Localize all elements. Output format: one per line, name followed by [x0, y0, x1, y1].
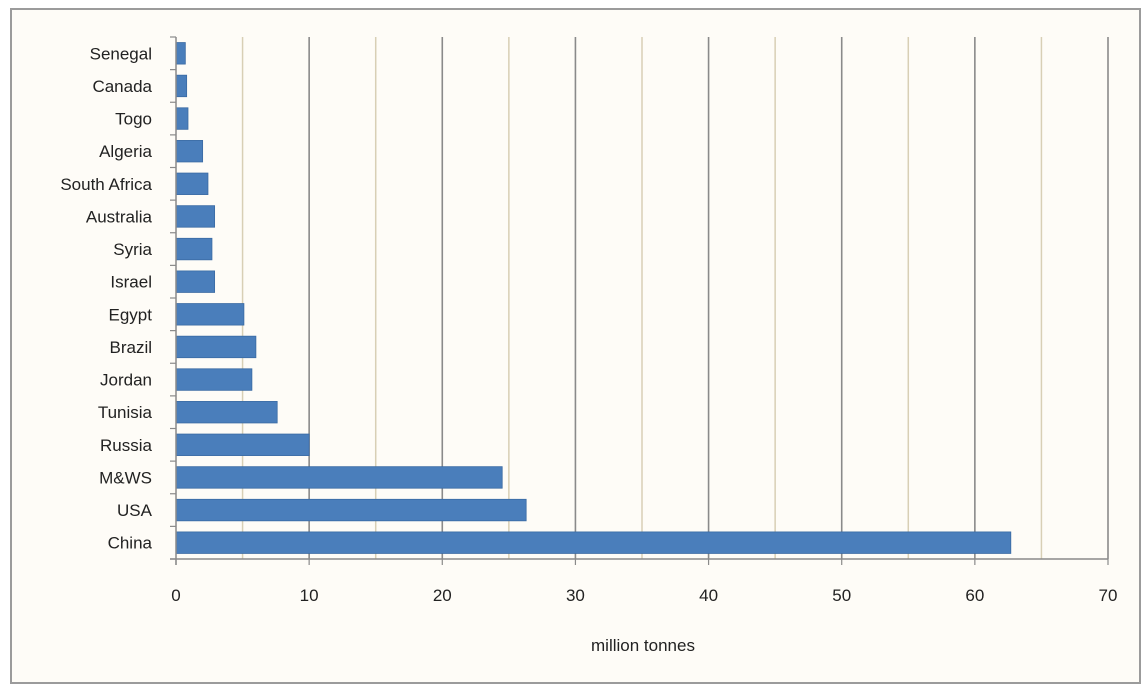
- bar: [175, 107, 189, 130]
- x-tick-label: 0: [171, 586, 180, 605]
- category-labels: Senegal Canada Togo Algeria South Africa Aust…: [60, 44, 152, 552]
- category-label: China: [108, 534, 153, 553]
- category-label: USA: [117, 501, 153, 520]
- x-tick-label: 20: [433, 586, 452, 605]
- bar: [175, 140, 204, 163]
- category-label: Brazil: [109, 338, 152, 357]
- bar: [175, 237, 213, 261]
- bar: [175, 498, 527, 522]
- category-label: Australia: [86, 207, 153, 226]
- category-label: Jordan: [100, 371, 152, 390]
- category-label: Russia: [100, 436, 153, 455]
- category-label: Algeria: [99, 142, 152, 161]
- x-axis-label: million tonnes: [591, 636, 695, 655]
- bar: [175, 335, 257, 359]
- bar: [175, 42, 186, 65]
- axes: [170, 36, 1109, 565]
- bar-series: [175, 42, 1012, 554]
- x-tick-label: 40: [699, 586, 718, 605]
- x-tick-labels: 0 10 20 30 40 50 60 70: [171, 586, 1117, 605]
- bar: [175, 433, 310, 456]
- bar: [175, 270, 216, 293]
- category-label: M&WS: [99, 468, 152, 487]
- category-label: Senegal: [90, 44, 152, 63]
- bar: [175, 466, 503, 489]
- category-label: Togo: [115, 110, 152, 129]
- bar: [175, 172, 209, 195]
- x-tick-label: 30: [566, 586, 585, 605]
- bar: [175, 401, 278, 424]
- category-label: South Africa: [60, 175, 152, 194]
- category-label: Egypt: [109, 305, 153, 324]
- x-tick-label: 50: [832, 586, 851, 605]
- x-tick-label: 70: [1099, 586, 1118, 605]
- bar: [175, 74, 188, 98]
- category-label: Tunisia: [98, 403, 153, 422]
- category-label: Syria: [113, 240, 152, 259]
- bar: [175, 205, 216, 228]
- category-label: Israel: [110, 273, 152, 292]
- x-tick-label: 10: [300, 586, 319, 605]
- bar: [175, 531, 1012, 554]
- x-tick-label: 60: [965, 586, 984, 605]
- category-label: Canada: [92, 77, 152, 96]
- bar: [175, 368, 253, 391]
- bar: [175, 303, 245, 326]
